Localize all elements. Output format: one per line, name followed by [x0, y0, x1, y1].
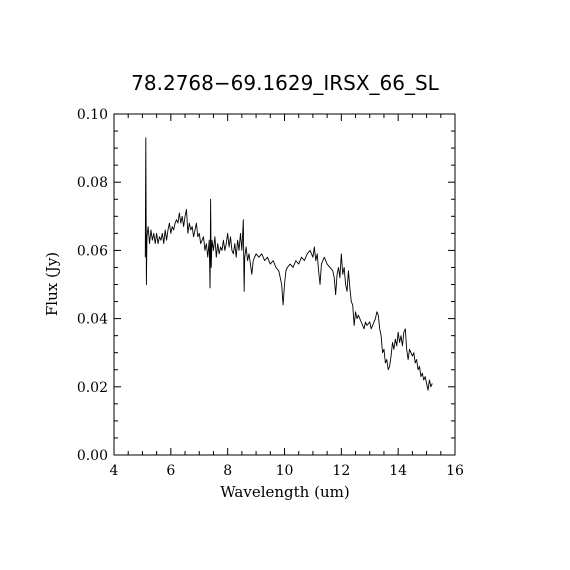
x-tick-label: 8: [223, 463, 232, 479]
x-tick-labels: 4 6 8 10 12 14 16: [110, 463, 464, 479]
y-tick-label: 0.04: [77, 312, 108, 328]
y-axis-label: Flux (Jy): [43, 252, 61, 316]
x-tick-label: 14: [389, 463, 407, 479]
axis-ticks: [113, 113, 456, 456]
y-tick-label: 0.08: [77, 175, 108, 191]
x-tick-label: 10: [276, 463, 294, 479]
chart-title: 78.2768−69.1629_IRSX_66_SL: [131, 71, 440, 95]
flux-series-line: [144, 137, 433, 391]
x-tick-label: 12: [332, 463, 350, 479]
y-tick-label: 0.10: [77, 107, 108, 123]
x-tick-label: 6: [166, 463, 175, 479]
y-tick-labels: 0.00 0.02 0.04 0.06 0.08 0.10: [77, 107, 108, 464]
x-tick-label: 16: [446, 463, 464, 479]
y-tick-label: 0.02: [77, 380, 108, 396]
y-tick-label: 0.06: [77, 243, 108, 259]
y-tick-label: 0.00: [77, 448, 108, 464]
x-tick-label: 4: [110, 463, 119, 479]
series-layer: [144, 137, 433, 391]
x-axis-label: Wavelength (um): [220, 483, 349, 501]
